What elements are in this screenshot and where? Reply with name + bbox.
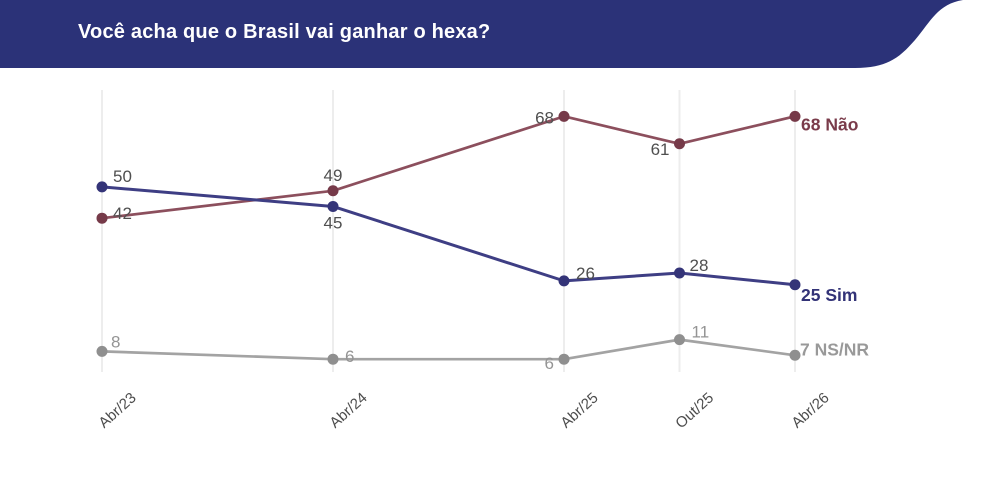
value-label: 6 <box>345 347 354 366</box>
chart-question-title: Você acha que o Brasil vai ganhar o hexa… <box>78 21 491 43</box>
data-point <box>674 334 685 346</box>
data-point <box>96 212 108 224</box>
x-axis-label: Abr/26 <box>788 389 832 431</box>
series-line-ns-nr <box>100 338 797 361</box>
data-point <box>789 110 801 122</box>
series-line-n-o <box>100 115 797 220</box>
data-point <box>789 349 801 361</box>
value-label: 26 <box>576 264 595 283</box>
data-point <box>558 353 570 365</box>
data-point <box>674 267 685 279</box>
series-end-label: 25 Sim <box>801 285 857 305</box>
value-label: 28 <box>690 256 709 275</box>
value-label: 11 <box>692 323 710 342</box>
header-banner-swoosh <box>0 0 963 68</box>
value-label: 50 <box>113 167 132 186</box>
value-label: 42 <box>113 204 132 223</box>
x-axis-label: Abr/25 <box>557 389 601 431</box>
data-point <box>789 279 801 291</box>
data-point <box>96 345 108 357</box>
value-label: 49 <box>324 166 343 185</box>
header-banner <box>0 0 963 68</box>
value-label: 61 <box>651 140 670 159</box>
value-label: 6 <box>545 354 554 373</box>
x-axis-label: Abr/24 <box>326 389 370 431</box>
data-point <box>327 353 339 365</box>
data-point <box>558 275 570 287</box>
data-point <box>96 181 108 193</box>
x-axis-label: Abr/23 <box>95 389 139 431</box>
x-axis-label: Out/25 <box>672 389 717 432</box>
series-end-label: 68 Não <box>801 114 858 134</box>
data-point <box>558 110 570 122</box>
value-label: 68 <box>535 108 554 127</box>
data-point <box>674 138 685 150</box>
data-point <box>327 185 339 197</box>
value-label: 8 <box>111 332 120 351</box>
series-end-label: 7 NS/NR <box>800 339 869 359</box>
data-point <box>327 200 339 212</box>
value-label: 45 <box>324 213 343 232</box>
